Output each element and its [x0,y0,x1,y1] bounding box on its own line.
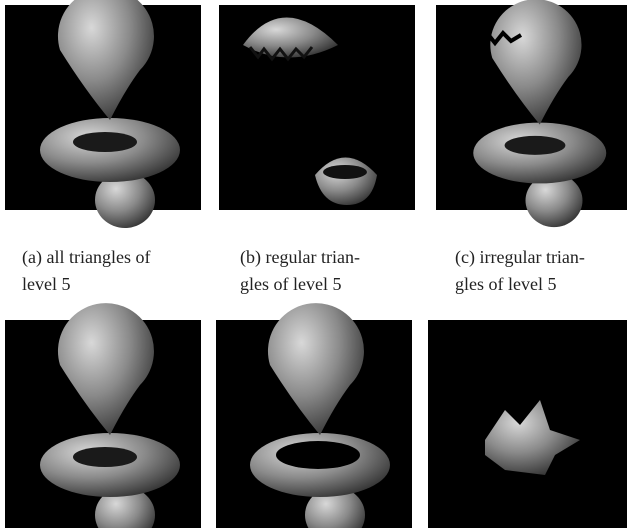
panel-b [219,5,415,210]
figure: (a) all triangles of level 5 (b) regular… [0,0,627,528]
panel-f [428,320,627,528]
caption-line: (c) irregular trian- [455,247,585,268]
panel-a [5,0,201,228]
caption-line: (a) all triangles of [22,247,150,268]
panel-e [216,303,412,528]
page: (a) all triangles of level 5 (b) regular… [0,0,627,528]
caption-line: level 5 [22,274,70,294]
caption-line: (b) regular trian- [240,247,360,268]
caption-line: gles of level 5 [240,274,341,294]
panel-d [5,303,201,528]
panel-c [436,0,627,227]
caption-line: gles of level 5 [455,274,556,294]
captions: (a) all triangles of level 5 (b) regular… [22,247,585,294]
